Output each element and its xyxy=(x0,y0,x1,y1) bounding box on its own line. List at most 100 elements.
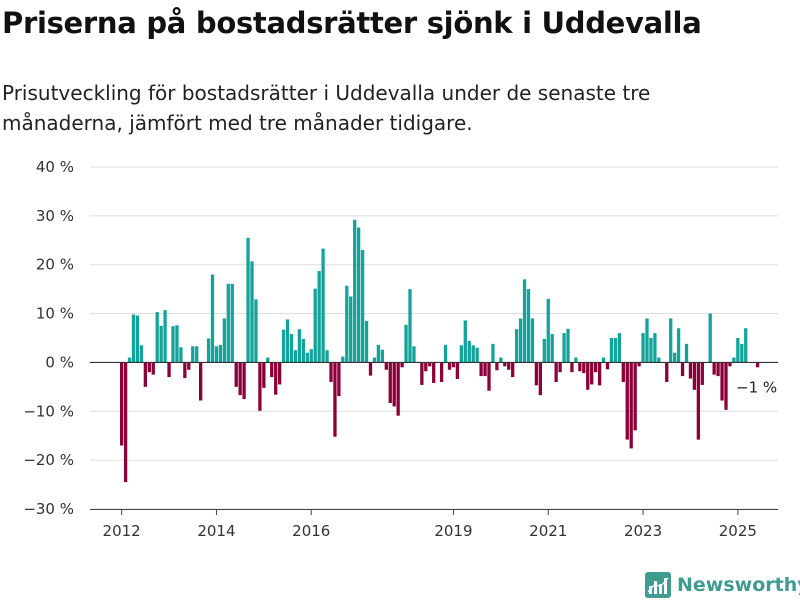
bar xyxy=(337,362,341,397)
bar xyxy=(396,362,400,416)
bar xyxy=(254,299,258,363)
bar xyxy=(143,362,147,387)
bar xyxy=(479,362,483,377)
bar xyxy=(301,338,305,363)
bar xyxy=(293,350,298,363)
bar xyxy=(629,362,633,449)
bar xyxy=(732,357,736,363)
bar xyxy=(171,326,175,363)
bar xyxy=(613,338,618,363)
bar xyxy=(400,362,404,368)
bar xyxy=(412,346,416,363)
bar xyxy=(495,362,499,371)
bar xyxy=(199,362,203,401)
bar xyxy=(234,362,238,387)
bar xyxy=(281,329,286,363)
bar xyxy=(673,352,677,363)
x-tick-label: 2021 xyxy=(529,522,567,540)
latest-value-annotation: −1 % xyxy=(736,378,777,396)
bar xyxy=(262,362,266,388)
bar xyxy=(439,362,444,382)
y-tick-label: 40 % xyxy=(36,158,74,176)
bar xyxy=(210,274,215,363)
bar xyxy=(266,357,270,363)
bar xyxy=(341,356,345,363)
bar xyxy=(455,362,460,380)
bar xyxy=(594,362,598,373)
y-tick-label: −20 % xyxy=(23,451,74,469)
bar xyxy=(420,362,424,385)
bar xyxy=(744,328,748,363)
bar xyxy=(289,334,294,363)
bar xyxy=(680,362,685,377)
axes: 2012 2014 2016 2019 2021 2023 2025 xyxy=(90,361,778,540)
bar xyxy=(518,318,523,363)
bar xyxy=(692,362,697,390)
chart-subtitle: Prisutveckling för bostadsrätter i Uddev… xyxy=(2,81,651,135)
bar xyxy=(566,328,570,363)
bar xyxy=(163,310,167,363)
bar xyxy=(372,357,377,363)
bar xyxy=(558,362,562,373)
bar xyxy=(345,285,349,363)
bar xyxy=(357,227,361,363)
bar xyxy=(167,362,171,378)
bar xyxy=(179,347,183,363)
bar xyxy=(364,320,369,363)
bar xyxy=(499,357,503,363)
bar xyxy=(443,344,448,363)
bar xyxy=(696,362,700,440)
bar xyxy=(684,343,689,363)
bar xyxy=(601,357,606,363)
bar xyxy=(135,315,140,363)
bar xyxy=(250,261,254,363)
bar xyxy=(550,334,554,363)
bar xyxy=(542,338,546,363)
bar xyxy=(214,346,219,363)
x-tick-label: 2019 xyxy=(434,522,472,540)
bar xyxy=(270,362,274,378)
bar xyxy=(609,338,614,363)
bar xyxy=(574,357,578,363)
bar xyxy=(317,271,321,363)
bar xyxy=(175,325,179,363)
bar xyxy=(187,362,191,370)
bar xyxy=(546,298,550,363)
bar xyxy=(321,248,325,363)
bar xyxy=(226,283,230,363)
bar xyxy=(637,362,641,367)
bar xyxy=(665,362,669,382)
bar xyxy=(507,362,511,370)
bar xyxy=(515,329,519,363)
bar xyxy=(530,318,535,363)
bar xyxy=(621,362,625,382)
bar xyxy=(471,345,475,363)
page-title: Priserna på bostadsrätter sjönk i Uddeva… xyxy=(2,6,702,40)
x-tick-label: 2023 xyxy=(624,522,662,540)
bar xyxy=(368,362,373,376)
bar xyxy=(333,362,337,437)
bar xyxy=(590,362,594,385)
bar xyxy=(511,362,515,378)
bar xyxy=(408,289,412,363)
bar xyxy=(313,288,317,363)
bar xyxy=(641,333,645,363)
bar xyxy=(669,318,673,363)
bar xyxy=(376,344,381,363)
bar xyxy=(392,362,396,407)
bar xyxy=(475,347,479,363)
bar xyxy=(278,362,282,385)
bar xyxy=(657,357,661,363)
bar xyxy=(258,362,262,411)
bar xyxy=(309,349,313,363)
y-tick-label: −30 % xyxy=(23,500,74,518)
bar xyxy=(285,319,290,363)
bar xyxy=(424,362,428,372)
bar xyxy=(349,296,353,363)
bar xyxy=(586,362,590,390)
bar xyxy=(676,328,681,363)
bar xyxy=(305,352,309,363)
bar xyxy=(155,312,159,363)
bar xyxy=(578,362,582,372)
bar xyxy=(123,362,128,483)
